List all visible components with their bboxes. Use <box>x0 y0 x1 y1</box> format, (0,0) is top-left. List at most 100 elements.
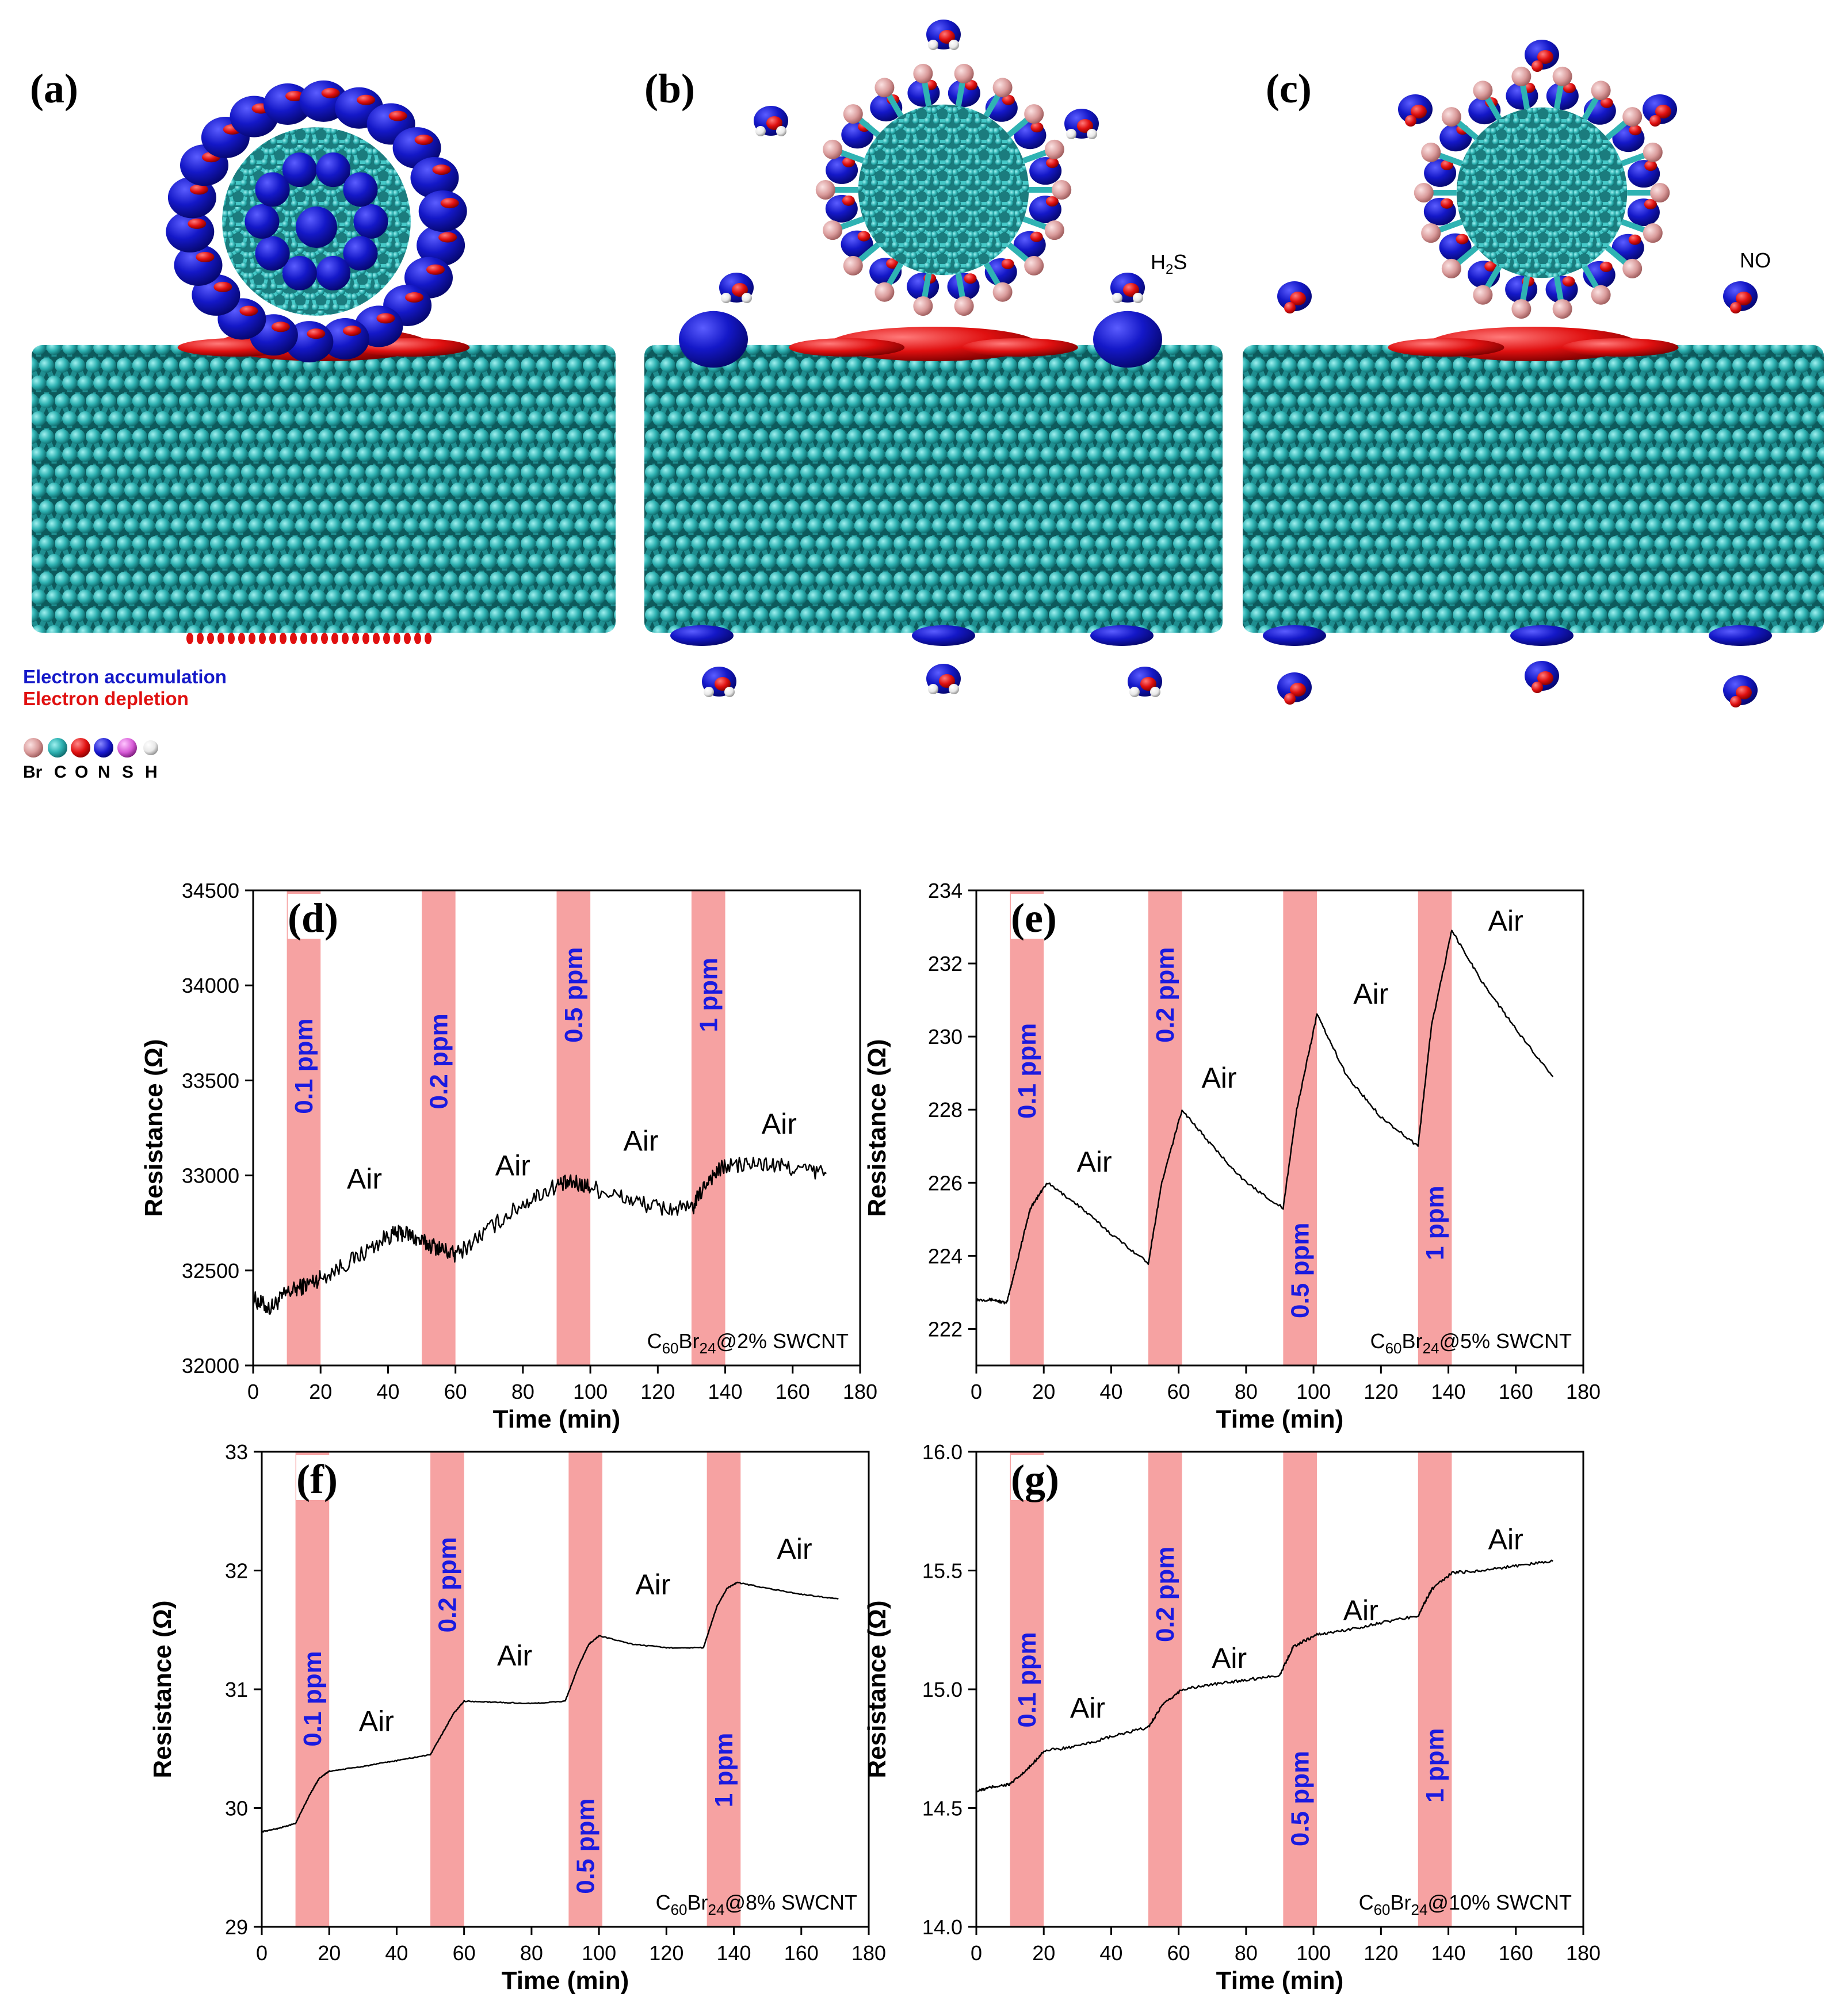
depletion-lobe <box>189 184 208 195</box>
x-tick-label: 20 <box>1032 1941 1055 1965</box>
gas-exposure-band <box>422 890 456 1365</box>
chart-f: (f) 0 20 40 60 80 100 120 140 160 180 29 30 31 32 33 Tim… <box>148 1440 886 1995</box>
x-axis-label: Time (min) <box>1216 1405 1344 1433</box>
tube-depletion-dot <box>331 633 338 644</box>
depletion-lobe <box>715 677 731 691</box>
y-tick-label: 32 <box>225 1559 248 1583</box>
panel-label-bg <box>1011 1455 1057 1500</box>
hydrogen-atom <box>1133 293 1143 303</box>
depletion-lobe <box>1736 292 1752 305</box>
oxygen-atom <box>1284 693 1296 705</box>
tube-depletion-dot <box>394 633 400 644</box>
gas-exposure-band <box>287 890 321 1365</box>
air-label: Air <box>1077 1146 1112 1178</box>
depletion-lobe <box>432 165 451 175</box>
bromine-atom <box>913 63 933 83</box>
molecule-label-no: NO <box>1740 248 1771 272</box>
resistance-series-line <box>252 1157 827 1315</box>
depletion-lobe <box>388 110 407 121</box>
x-tick-label: 20 <box>309 1380 332 1403</box>
h2s-molecule <box>702 667 736 697</box>
tube-accumulation <box>1090 625 1154 646</box>
y-tick-label: 226 <box>928 1171 963 1195</box>
nanotube-b <box>644 345 1223 633</box>
element-ball-h <box>143 740 158 755</box>
hydrogen-atom <box>724 687 735 697</box>
no-molecule <box>1398 94 1433 127</box>
hydrogen-atom <box>704 687 714 697</box>
tube-accumulation <box>1709 625 1772 646</box>
x-tick-label: 40 <box>1099 1941 1122 1965</box>
tube-depletion-dot <box>425 633 431 644</box>
air-label: Air <box>1070 1692 1105 1724</box>
hydrogen-atom <box>742 293 752 303</box>
oxygen-atom <box>1649 115 1661 127</box>
h2s-molecule <box>719 273 754 303</box>
panel-label-b: (b) <box>644 66 695 112</box>
oxygen-atom <box>1532 682 1543 693</box>
depletion-lobe <box>239 305 258 316</box>
depletion-lobe <box>886 258 899 269</box>
no-molecule <box>1723 281 1758 313</box>
no-molecule <box>1277 281 1312 313</box>
y-tick-label: 32000 <box>182 1354 239 1378</box>
tube-accumulation <box>1510 625 1574 646</box>
element-label-c: C <box>54 763 67 782</box>
oxygen-atom <box>1730 302 1741 313</box>
accumulation-lobe <box>316 255 351 290</box>
depletion-lobe <box>939 30 955 44</box>
x-tick-label: 120 <box>640 1380 675 1403</box>
y-tick-label: 222 <box>928 1317 963 1341</box>
oxygen-atom <box>1405 115 1416 127</box>
no-molecule <box>1277 672 1312 705</box>
hydrogen-atom <box>1087 129 1097 139</box>
accumulation-lobe <box>343 172 378 207</box>
depletion-lobe <box>732 283 748 297</box>
tube-depletion-dot <box>321 633 328 644</box>
plot-frame <box>252 889 861 1367</box>
bromine-atom <box>1421 223 1441 243</box>
resistance-series-line <box>975 1559 1553 1793</box>
gas-exposure-band <box>706 1452 741 1927</box>
tube-depletion-dot <box>269 633 276 644</box>
tube-depletion-dot <box>352 633 359 644</box>
air-label: Air <box>777 1533 812 1565</box>
bromine-atom <box>843 255 863 276</box>
x-tick-label: 0 <box>971 1380 982 1403</box>
hydrogen-atom <box>1066 129 1076 139</box>
h2s-molecule <box>926 664 961 694</box>
panel-label-bg <box>296 1455 342 1500</box>
panel-label-c: (c) <box>1266 66 1312 112</box>
accumulation-lobe <box>1093 311 1162 368</box>
gas-concentration-label: 0.2 ppm <box>1151 947 1179 1043</box>
x-tick-label: 120 <box>1364 1941 1398 1965</box>
molecule-label-h2s: H2S <box>1151 250 1187 277</box>
y-tick-label: 15.0 <box>922 1678 963 1701</box>
tube-accumulation <box>670 625 734 646</box>
gas-exposure-band <box>691 890 725 1365</box>
legend-electron-accumulation: Electron accumulation <box>23 666 227 687</box>
gas-concentration-label: 1 ppm <box>1421 1185 1449 1260</box>
y-tick-label: 14.0 <box>922 1915 963 1939</box>
bromine-atom <box>823 220 843 240</box>
bromine-atom <box>815 180 835 200</box>
element-label-s: S <box>122 763 133 782</box>
tube-depletion-dot <box>217 633 224 644</box>
hydrogen-atom <box>1150 687 1160 697</box>
depletion-lobe <box>1123 283 1139 297</box>
depletion-lobe <box>964 273 977 284</box>
accumulation-lobe <box>296 206 337 248</box>
gas-exposure-band <box>1283 1452 1317 1927</box>
x-tick-label: 0 <box>256 1941 268 1965</box>
x-tick-label: 0 <box>247 1380 259 1403</box>
depletion-lobe <box>1077 119 1093 133</box>
bromine-atom <box>1552 299 1572 319</box>
hydrogen-atom <box>949 40 959 50</box>
x-tick-label: 100 <box>582 1941 616 1965</box>
bromine-atom <box>1511 66 1532 86</box>
panel-label-bg <box>288 894 334 939</box>
tube-depletion-dot <box>342 633 349 644</box>
y-tick-label: 32500 <box>182 1259 239 1283</box>
x-tick-label: 40 <box>1099 1380 1122 1403</box>
